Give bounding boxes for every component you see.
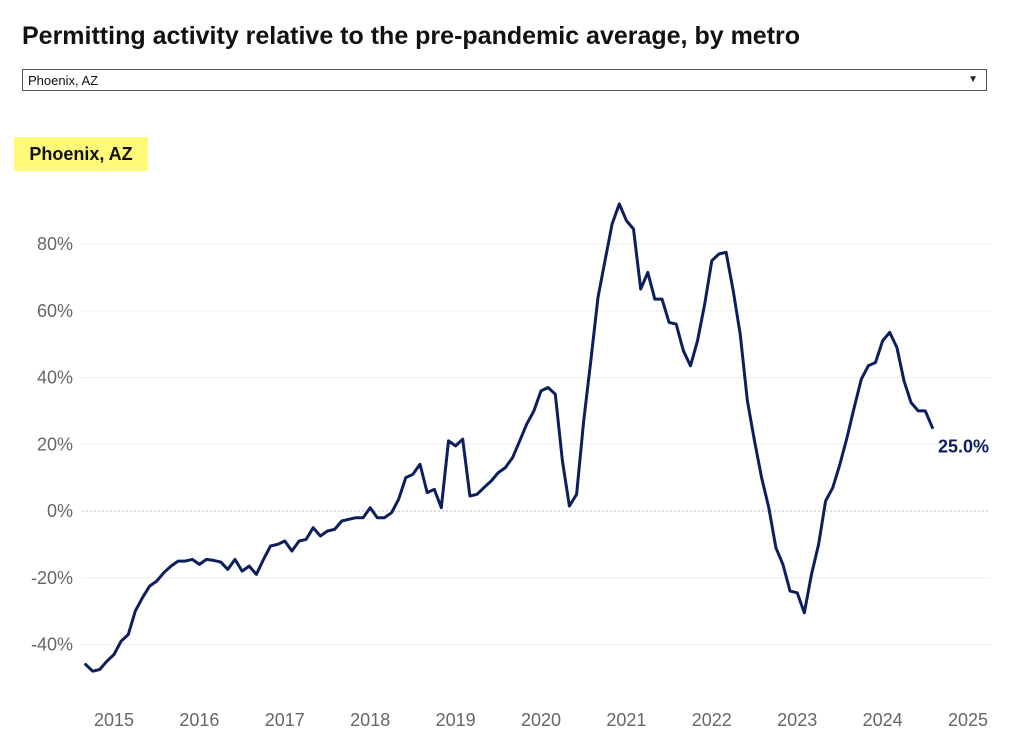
y-tick-label: 40% [37, 368, 73, 388]
end-value-label: 25.0% [938, 437, 989, 457]
x-tick-label: 2025 [948, 710, 988, 730]
x-tick-label: 2015 [94, 710, 134, 730]
x-tick-label: 2016 [179, 710, 219, 730]
y-tick-label: -40% [31, 635, 73, 655]
x-tick-label: 2022 [692, 710, 732, 730]
metro-label: Phoenix, AZ [14, 137, 148, 171]
chevron-down-icon: ▼ [968, 74, 978, 85]
x-tick-label: 2020 [521, 710, 561, 730]
y-tick-label: 60% [37, 301, 73, 321]
x-tick-label: 2019 [436, 710, 476, 730]
x-tick-label: 2017 [265, 710, 305, 730]
series-line [84, 202, 934, 673]
y-tick-label: 0% [47, 501, 73, 521]
x-tick-label: 2021 [606, 710, 646, 730]
y-tick-label: 80% [37, 234, 73, 254]
y-tick-label: 20% [37, 434, 73, 454]
x-axis-ticks: 2015 2016 2017 2018 2019 2020 2021 2022 2023 2024… [94, 710, 988, 730]
x-tick-label: 2018 [350, 710, 390, 730]
metro-select[interactable]: Phoenix, AZ ▼ [22, 69, 987, 91]
x-tick-label: 2023 [777, 710, 817, 730]
metro-select-value: Phoenix, AZ [28, 73, 99, 88]
y-axis-ticks: -40% -20% 0% 20% 40% 60% 80% [31, 234, 73, 655]
y-tick-label: -20% [31, 568, 73, 588]
series [84, 202, 934, 673]
chart-title: Permitting activity relative to the pre-… [22, 22, 801, 50]
x-tick-label: 2024 [863, 710, 903, 730]
grid [82, 243, 990, 645]
